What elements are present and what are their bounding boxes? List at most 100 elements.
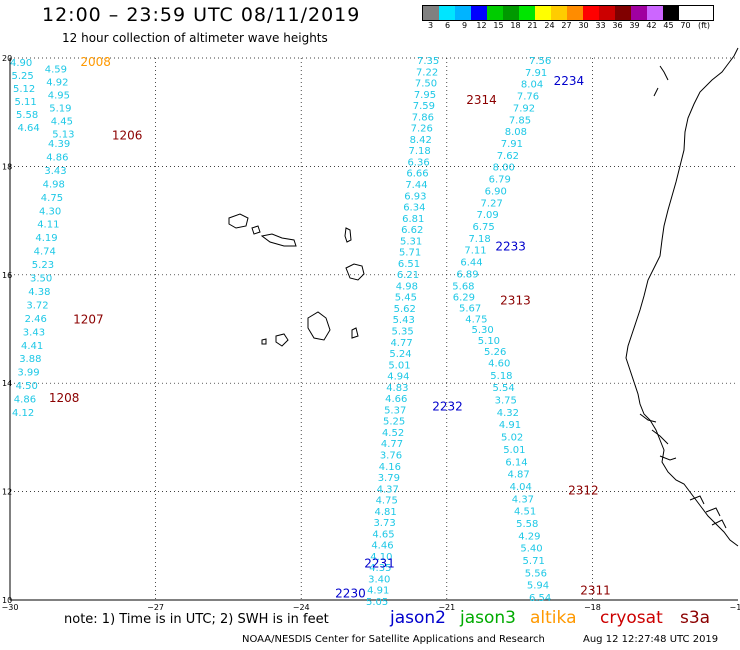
legend-label: 6 — [444, 21, 451, 30]
altimeter-tracks: 2008 4.90 4.59 5.25 4.92 5.12 4.95 5.11 5.19 5.58… — [10, 55, 611, 608]
wave-height-value: 7.85 — [509, 115, 531, 126]
wave-height-value: 7.22 — [416, 67, 438, 78]
wave-height-value: 6.34 — [403, 203, 425, 214]
legend-color-bar — [422, 5, 714, 21]
wave-height-value: 4.37 — [377, 484, 399, 495]
wave-height-value: 5.31 — [400, 236, 422, 247]
wave-height-value: 5.02 — [501, 433, 523, 444]
legend-swatch — [615, 6, 631, 20]
wave-height-value: 4.86 — [14, 395, 36, 406]
wave-height-value: 5.05 — [366, 597, 388, 608]
wave-height-value: 7.62 — [497, 151, 519, 162]
track-label-1208: 1208 — [49, 391, 80, 405]
legend-swatch — [487, 6, 503, 20]
track-label-2230: 2230 — [335, 586, 366, 600]
wave-height-value: 7.56 — [529, 56, 551, 67]
legend-swatch — [503, 6, 519, 20]
wave-height-value: 4.38 — [28, 287, 50, 298]
track-label-2314: 2314 — [466, 93, 497, 107]
legend-swatch — [663, 6, 679, 20]
wave-height-value: 7.44 — [405, 180, 427, 191]
wave-height-value: 6.66 — [406, 169, 428, 180]
wave-height-value: 7.18 — [468, 234, 490, 245]
wave-height-value: 4.29 — [518, 531, 540, 542]
wave-height-value: 6.79 — [489, 175, 511, 186]
wave-height-value: 5.62 — [394, 304, 416, 315]
wave-height-value: 5.10 — [478, 336, 500, 347]
legend-swatch — [471, 6, 487, 20]
coast-detail — [639, 65, 727, 529]
wave-height-value: 3.88 — [19, 354, 41, 365]
track-label-2313: 2313 — [500, 294, 531, 308]
legend-label: 3 — [427, 21, 434, 30]
legend-label: 24 — [544, 21, 555, 30]
satellite-jason2: jason2 — [390, 608, 446, 628]
africa-coastline — [625, 47, 739, 547]
wave-height-value: 5.37 — [384, 405, 406, 416]
legend-label: 21 — [527, 21, 538, 30]
wave-height-value: 6.36 — [407, 157, 429, 168]
wave-height-value: 5.26 — [484, 347, 506, 358]
wave-height-value: 6.14 — [505, 457, 527, 468]
wave-height-value: 5.24 — [389, 349, 411, 360]
wave-height-value: 5.40 — [520, 544, 542, 555]
legend-label: 27 — [561, 21, 572, 30]
track-label-2234: 2234 — [554, 74, 585, 88]
wave-height-value: 5.25 — [383, 417, 405, 428]
wave-height-value: 5.56 — [525, 568, 547, 579]
legend-swatch — [631, 6, 647, 20]
wave-height-value: 5.58 — [516, 519, 538, 530]
wave-height-value: 6.75 — [472, 222, 494, 233]
wave-height-value: 5.19 — [49, 104, 71, 115]
island-boa-vista — [345, 263, 365, 281]
wave-height-value: 3.72 — [26, 300, 48, 311]
legend-swatch — [567, 6, 583, 20]
wave-height-value: 6.54 — [529, 593, 551, 604]
lat-tick-label: 16 — [2, 271, 12, 280]
wave-height-value: 5.12 — [13, 84, 35, 95]
wave-height-value: 5.11 — [15, 97, 37, 108]
wave-height-value: 4.39 — [48, 139, 70, 150]
wave-height-value: 6.62 — [401, 225, 423, 236]
wave-height-value: 3.40 — [368, 574, 390, 585]
wave-height-value: 7.35 — [417, 56, 439, 67]
lat-tick-label: 20 — [2, 54, 12, 63]
wave-height-value: 6.51 — [398, 259, 420, 270]
wave-height-value: 4.30 — [39, 206, 61, 217]
wave-height-value: 7.91 — [525, 68, 547, 79]
wave-height-value: 7.86 — [412, 112, 434, 123]
wave-height-value: 5.71 — [399, 248, 421, 259]
wave-height-value: 4.64 — [18, 123, 40, 134]
wave-height-value: 5.01 — [388, 360, 410, 371]
wave-height-value: 5.58 — [16, 110, 38, 121]
wave-height-value: 5.23 — [32, 260, 54, 271]
footer-timestamp: Aug 12 12:27:48 UTC 2019 — [583, 634, 719, 645]
wave-height-value: 3.79 — [378, 473, 400, 484]
wave-height-value: 6.29 — [453, 293, 475, 304]
legend-swatch — [439, 6, 455, 20]
track-label-2311: 2311 — [580, 584, 611, 598]
wave-height-value: 6.93 — [404, 191, 426, 202]
track-label-2008: 2008 — [80, 55, 111, 69]
wave-height-value: 8.42 — [410, 135, 432, 146]
lat-tick-label: 10 — [2, 596, 12, 605]
wave-height-value: 6.90 — [485, 186, 507, 197]
wave-height-value: 3.76 — [380, 450, 402, 461]
lon-tick-label: −30 — [2, 603, 19, 612]
wave-height-value: 4.77 — [390, 338, 412, 349]
wave-height-value: 5.94 — [527, 581, 549, 592]
legend-swatch — [455, 6, 471, 20]
wave-height-value: 5.13 — [52, 130, 74, 141]
island-fogo — [275, 333, 289, 347]
lon-tick-label: −15 — [730, 603, 740, 612]
wave-height-value: 5.54 — [492, 383, 514, 394]
wave-height-value: 4.66 — [385, 394, 407, 405]
legend-swatch — [519, 6, 535, 20]
footer-note: note: 1) Time is in UTC; 2) SWH is in fe… — [64, 612, 329, 627]
wave-height-value: 4.45 — [51, 117, 73, 128]
lon-tick-label: −27 — [147, 603, 164, 612]
wave-height-value: 7.91 — [501, 139, 523, 150]
legend-swatch — [535, 6, 551, 20]
wave-height-value: 4.91 — [499, 420, 521, 431]
wave-height-value: 3.50 — [30, 274, 52, 285]
